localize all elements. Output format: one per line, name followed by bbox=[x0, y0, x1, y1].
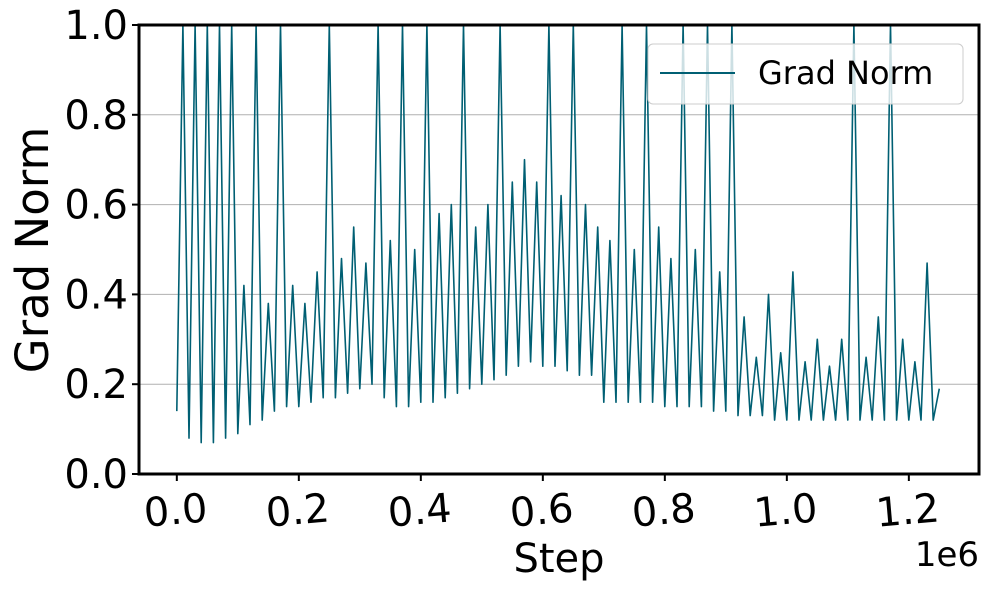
ticks: 0.0 0.2 0.4 0.6 0.8 1.0 0.0 0.2 0.4 0.6 0.8 1.0 1.2 bbox=[64, 3, 941, 537]
legend-label: Grad Norm bbox=[758, 54, 933, 92]
x-offset-label: 1e6 bbox=[915, 535, 979, 575]
legend: Grad Norm bbox=[647, 43, 964, 105]
y-tick-label: 0.6 bbox=[64, 183, 128, 229]
y-tick-label: 0.4 bbox=[64, 272, 128, 318]
x-tick-label: 0.2 bbox=[264, 485, 331, 536]
x-tick-label: 0.8 bbox=[630, 485, 697, 536]
x-tick-label: 0.4 bbox=[386, 485, 453, 536]
x-tick-label: 1.2 bbox=[874, 485, 941, 536]
x-axis-label: Step bbox=[513, 536, 604, 582]
x-tick-label: 0.6 bbox=[508, 485, 575, 536]
plot-area bbox=[176, 25, 941, 444]
x-tick-label: 0.0 bbox=[142, 485, 209, 536]
y-axis-label: Grad Norm bbox=[6, 127, 59, 374]
y-tick-label: 1.0 bbox=[64, 3, 128, 49]
y-tick-label: 0.0 bbox=[64, 452, 128, 498]
data-line bbox=[176, 25, 941, 444]
y-tick-label: 0.2 bbox=[64, 362, 128, 408]
y-tick-label: 0.8 bbox=[64, 93, 128, 139]
legend-box bbox=[647, 43, 964, 105]
x-tick-label: 1.0 bbox=[752, 485, 819, 536]
axes-frame bbox=[137, 23, 981, 476]
